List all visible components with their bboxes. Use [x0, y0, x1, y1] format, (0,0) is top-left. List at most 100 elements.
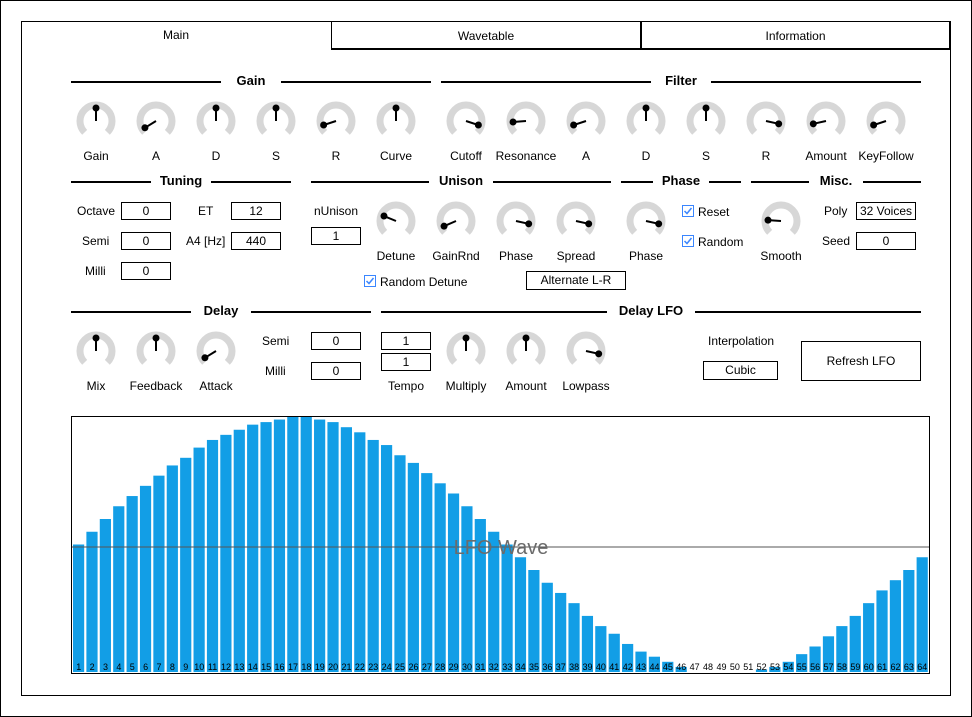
lfo-amount-knob[interactable] — [506, 331, 546, 371]
lfo-bar[interactable] — [501, 544, 513, 673]
lfo-bar[interactable] — [488, 531, 500, 672]
refresh-lfo-button[interactable]: Refresh LFO — [801, 341, 921, 381]
lfo-bar[interactable] — [796, 654, 808, 672]
gain-curve-knob[interactable] — [376, 101, 416, 141]
tuning-octave-field[interactable]: 0 — [121, 202, 171, 220]
lfo-bar[interactable] — [755, 669, 768, 672]
lfo-wave-display[interactable]: LFO Wave 1 2 3 4 5 6 7 8 9 10 11 12 13 14 15 16 17 18 19 20… — [71, 416, 930, 674]
unison-gainrnd-knob[interactable] — [436, 201, 476, 241]
filter-decay-knob[interactable] — [626, 101, 666, 141]
lfo-bar[interactable] — [622, 643, 634, 672]
lfo-bar[interactable] — [474, 519, 486, 672]
lfo-bar[interactable] — [782, 661, 794, 672]
gain-knob[interactable] — [76, 101, 116, 141]
lfo-bar[interactable] — [126, 496, 138, 672]
lfo-bar[interactable] — [314, 419, 326, 672]
lfo-bar[interactable] — [608, 633, 620, 672]
lfo-tempo-lower-field[interactable]: 1 — [381, 353, 431, 371]
lfo-bar[interactable] — [849, 615, 861, 672]
tuning-milli-field[interactable]: 0 — [121, 262, 171, 280]
lfo-bar[interactable] — [300, 417, 312, 672]
lfo-bar[interactable] — [153, 475, 165, 672]
lfo-bar[interactable] — [581, 615, 594, 672]
tab-main[interactable]: Main — [162, 28, 189, 42]
gain-attack-knob[interactable] — [136, 101, 176, 141]
lfo-bar[interactable] — [206, 439, 219, 672]
misc-smooth-knob[interactable] — [761, 201, 801, 241]
lfo-bar[interactable] — [354, 432, 366, 672]
lfo-bar[interactable] — [193, 447, 205, 672]
lfo-lowpass-knob[interactable] — [566, 331, 606, 371]
gain-sustain-knob[interactable] — [256, 101, 296, 141]
lfo-bar[interactable] — [407, 462, 419, 672]
filter-attack-knob[interactable] — [566, 101, 606, 141]
lfo-bar[interactable] — [863, 603, 875, 672]
delay-feedback-knob[interactable] — [136, 331, 176, 371]
filter-cutoff-knob[interactable] — [446, 101, 486, 141]
lfo-bar[interactable] — [541, 582, 553, 672]
lfo-bar[interactable] — [367, 439, 379, 672]
misc-poly-field[interactable]: 32 Voices — [856, 202, 916, 220]
delay-mix-knob[interactable] — [76, 331, 116, 371]
lfo-wave-chart[interactable]: LFO Wave 1 2 3 4 5 6 7 8 9 10 11 12 13 14 15 16 17 18 19 20… — [72, 417, 929, 673]
delay-semi-field[interactable]: 0 — [311, 332, 361, 350]
lfo-bar[interactable] — [461, 506, 473, 672]
lfo-bar[interactable] — [675, 666, 687, 672]
filter-release-knob[interactable] — [746, 101, 786, 141]
lfo-bar[interactable] — [394, 455, 406, 672]
phase-knob[interactable] — [626, 201, 666, 241]
filter-amount-knob[interactable] — [806, 101, 846, 141]
lfo-bar[interactable] — [662, 661, 674, 672]
lfo-bar[interactable] — [528, 570, 540, 672]
lfo-bar[interactable] — [447, 493, 460, 673]
misc-seed-field[interactable]: 0 — [856, 232, 916, 250]
gain-release-knob[interactable] — [316, 101, 356, 141]
unison-phase-knob[interactable] — [496, 201, 536, 241]
lfo-bar[interactable] — [836, 626, 848, 672]
random-detune-checkbox[interactable]: Random Detune — [364, 275, 467, 289]
lfo-interpolation-select[interactable]: Cubic — [703, 361, 778, 380]
filter-keyfollow-knob[interactable] — [866, 101, 906, 141]
lfo-bar[interactable] — [635, 651, 647, 672]
tuning-et-field[interactable]: 12 — [231, 202, 281, 220]
gain-decay-knob[interactable] — [196, 101, 236, 141]
lfo-bar[interactable] — [180, 457, 192, 672]
lfo-bar[interactable] — [287, 417, 299, 672]
filter-sustain-knob[interactable] — [686, 101, 726, 141]
unison-spread-knob[interactable] — [556, 201, 596, 241]
tab-wavetable[interactable]: Wavetable — [331, 21, 641, 50]
lfo-bar[interactable] — [73, 544, 85, 673]
tab-information[interactable]: Information — [641, 21, 950, 50]
lfo-bar[interactable] — [86, 531, 98, 672]
lfo-bar[interactable] — [809, 646, 821, 673]
lfo-bar[interactable] — [822, 636, 835, 672]
lfo-bar[interactable] — [434, 483, 446, 672]
lfo-bar[interactable] — [916, 557, 928, 672]
lfo-bar[interactable] — [568, 603, 580, 672]
lfo-bar[interactable] — [233, 429, 245, 672]
lfo-bar[interactable] — [139, 485, 152, 672]
delay-attack-knob[interactable] — [196, 331, 236, 371]
lfo-bar[interactable] — [247, 424, 259, 672]
phase-random-checkbox[interactable]: Random — [682, 235, 743, 249]
lfo-bar[interactable] — [648, 656, 660, 672]
stereo-mode-select[interactable]: Alternate L-R — [526, 271, 626, 290]
lfo-bar[interactable] — [903, 570, 915, 672]
lfo-tempo-upper-field[interactable]: 1 — [381, 332, 431, 350]
lfo-bar[interactable] — [340, 427, 352, 672]
lfo-bar[interactable] — [380, 445, 393, 672]
lfo-bar[interactable] — [220, 434, 232, 672]
filter-resonance-knob[interactable] — [506, 101, 546, 141]
lfo-multiply-knob[interactable] — [446, 331, 486, 371]
lfo-bar[interactable] — [166, 465, 178, 672]
lfo-bar[interactable] — [555, 592, 567, 672]
lfo-bar[interactable] — [421, 473, 433, 672]
lfo-bar[interactable] — [769, 666, 781, 672]
lfo-bar[interactable] — [514, 557, 527, 672]
lfo-bar[interactable] — [889, 580, 902, 672]
phase-reset-checkbox[interactable]: Reset — [682, 205, 729, 219]
tuning-semi-field[interactable]: 0 — [121, 232, 171, 250]
lfo-bar[interactable] — [595, 626, 607, 672]
lfo-bar[interactable] — [273, 419, 286, 672]
unison-count-field[interactable]: 1 — [311, 227, 361, 245]
